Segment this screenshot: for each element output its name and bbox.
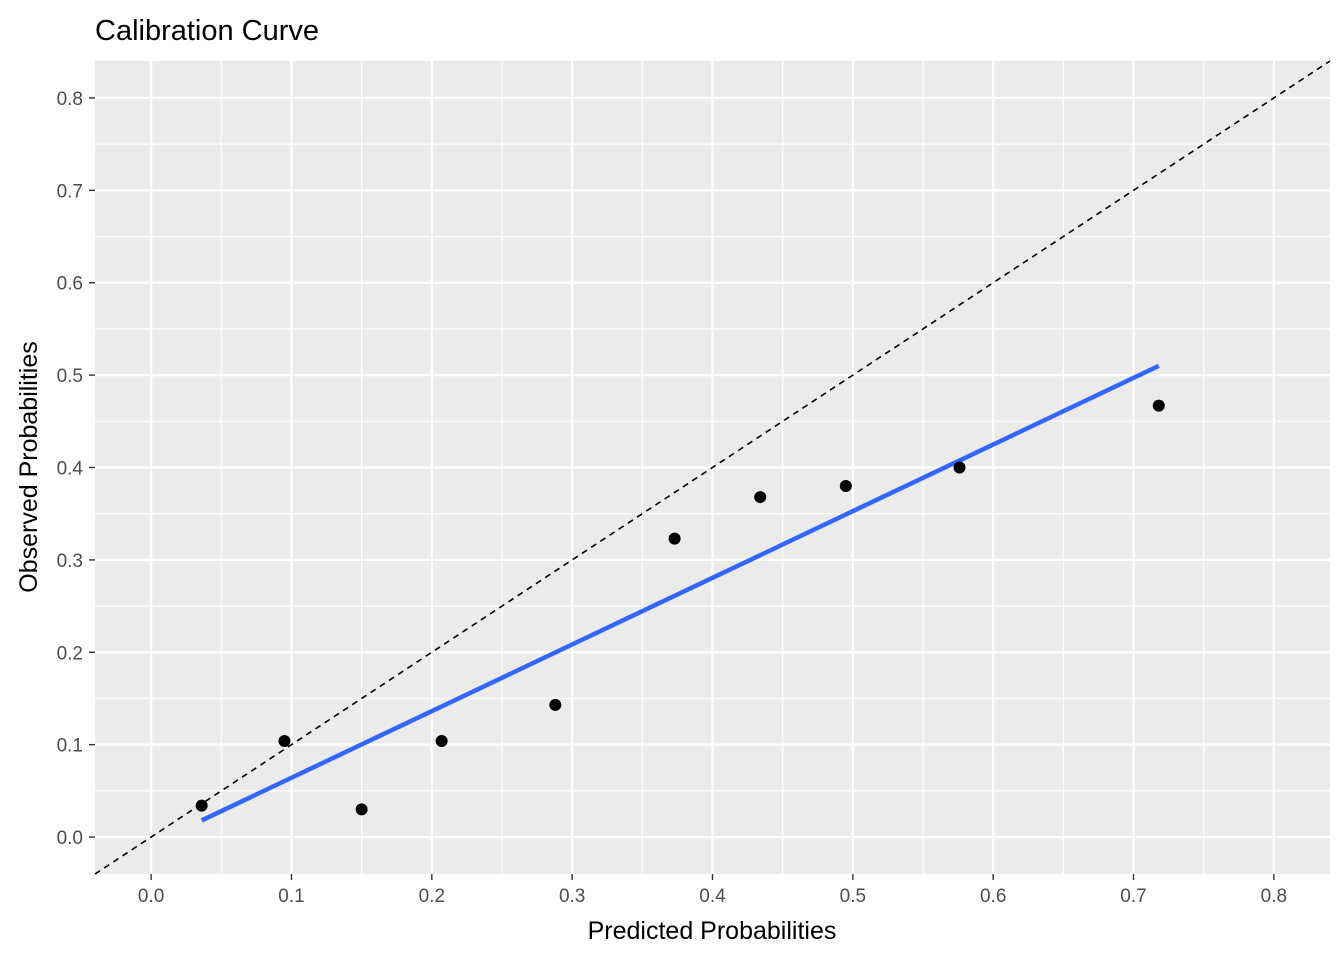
x-tick-label: 0.7 [1120,886,1146,907]
fit-line-layer [200,363,1160,823]
y-tick-label: 0.8 [57,89,83,110]
reference-line-layer [94,60,1331,875]
x-tick-label: 0.1 [278,886,304,907]
reference-line [94,60,1331,875]
x-tick-label: 0.8 [1261,886,1287,907]
y-tick-label: 0.3 [57,551,83,572]
y-tick-label: 0.5 [57,366,83,387]
data-point [278,734,291,747]
x-tick-label: 0.0 [138,886,164,907]
x-axis-title: Predicted Probabilities [588,917,837,945]
y-axis-ticks: 0.0 0.1 0.2 0.3 0.4 0.5 0.6 0.7 0.8 [57,89,95,849]
data-point [839,479,852,492]
data-points [195,399,1165,816]
y-axis-title: Observed Probabilities [15,341,43,593]
data-point [355,803,368,816]
chart-title: Calibration Curve [95,15,319,47]
x-tick-label: 0.3 [559,886,585,907]
data-point [435,734,448,747]
x-tick-label: 0.4 [699,886,726,907]
data-point [549,698,562,711]
data-point [953,461,966,474]
x-tick-label: 0.2 [419,886,445,907]
data-point [754,491,767,504]
major-gridlines [95,61,1330,874]
y-tick-label: 0.7 [57,181,83,202]
y-tick-label: 0.6 [57,274,83,295]
x-axis-ticks: 0.0 0.1 0.2 0.3 0.4 0.5 0.6 0.7 0.8 [138,874,1287,907]
data-point [1152,399,1165,412]
y-tick-label: 0.2 [57,643,83,664]
y-tick-label: 0.1 [57,736,83,757]
data-point [195,799,208,812]
y-tick-label: 0.0 [57,828,83,849]
x-tick-label: 0.5 [840,886,866,907]
y-tick-label: 0.4 [57,459,84,480]
data-point [668,532,681,545]
fit-line [200,363,1160,823]
x-tick-label: 0.6 [980,886,1006,907]
